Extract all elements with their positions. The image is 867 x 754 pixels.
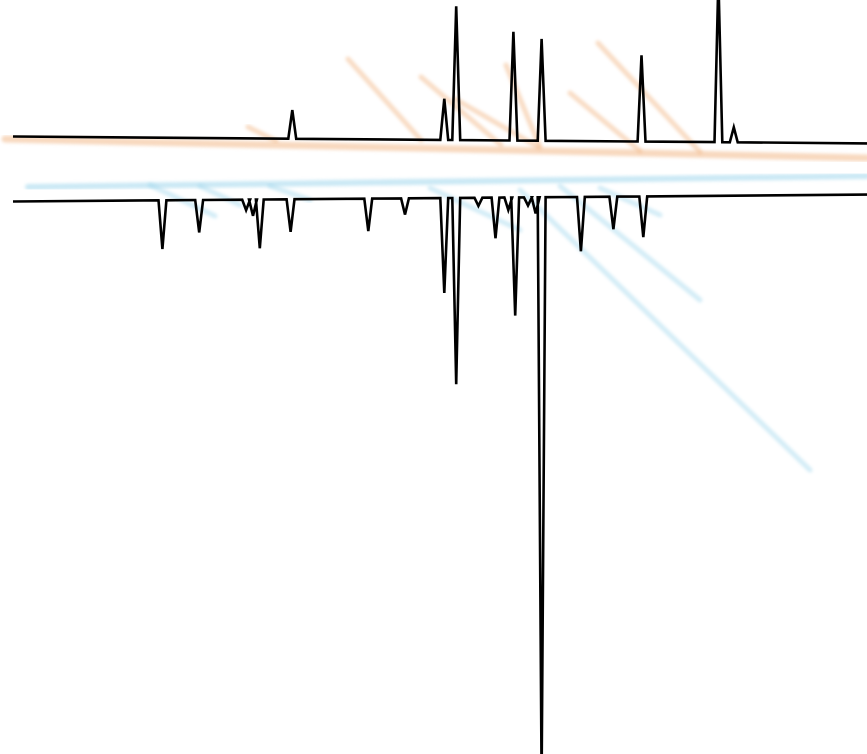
lower-spectrum-trace	[12, 193, 867, 754]
bottom-glow-streak	[197, 183, 243, 208]
top-glow-streak	[452, 96, 541, 150]
glow-layer	[1, 40, 867, 473]
trace-layer	[12, 0, 867, 754]
bottom-glow-band	[25, 173, 867, 190]
bottom-glow-streak	[597, 185, 663, 218]
top-glow-streak	[418, 74, 504, 148]
top-glow-streak	[345, 56, 424, 143]
bottom-glow-streak	[427, 185, 523, 233]
upper-spectrum-trace	[12, 0, 867, 145]
bottom-glow-streak	[267, 183, 313, 203]
top-glow-streak	[595, 40, 703, 155]
bottom-glow-streak	[517, 187, 813, 473]
top-glow-band	[1, 135, 867, 162]
